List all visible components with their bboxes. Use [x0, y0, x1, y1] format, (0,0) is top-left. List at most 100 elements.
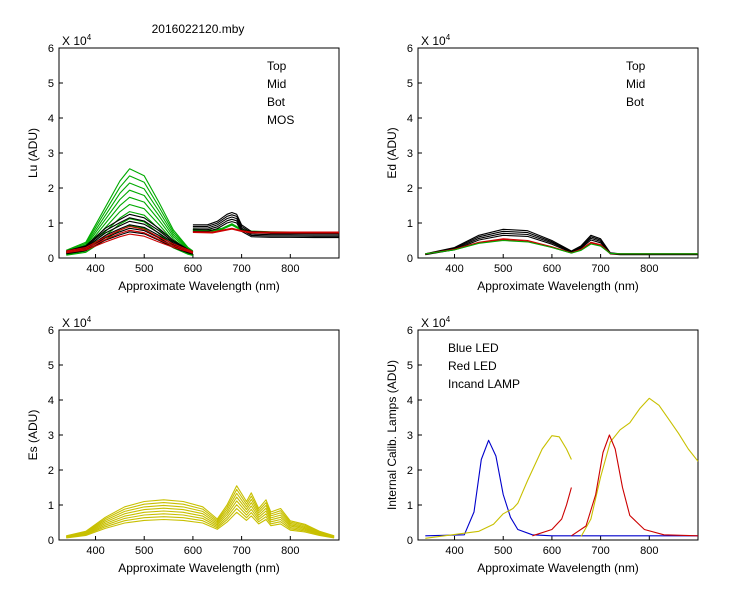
y-tick-label: 4	[48, 113, 54, 125]
series-line-top	[66, 217, 194, 253]
x-axis-label: Approximate Wavelength (nm)	[118, 561, 280, 575]
series-line-bot	[425, 239, 698, 255]
multiplier-exponent: 4	[446, 315, 451, 324]
x-tick-label: 500	[494, 263, 512, 275]
x-tick-label: 700	[591, 545, 609, 557]
series-line-bot	[66, 189, 194, 254]
y-tick-label: 6	[48, 325, 54, 337]
legend-entry: Bot	[267, 95, 286, 109]
series-line-es	[66, 500, 335, 538]
series-line-bot	[66, 175, 194, 253]
x-tick-label: 500	[494, 545, 512, 557]
y-tick-label: 4	[48, 395, 54, 407]
y-tick-label: 1	[407, 500, 413, 512]
y-tick-label: 2	[48, 465, 54, 477]
y-multiplier: X 104	[62, 33, 92, 48]
legend-entry: Mid	[626, 77, 645, 91]
legend-entry: Incand LAMP	[448, 377, 520, 391]
y-tick-label: 1	[48, 500, 54, 512]
multiplier-exponent: 4	[87, 315, 92, 324]
series-line-mid	[66, 233, 194, 254]
x-tick-label: 400	[86, 263, 104, 275]
x-tick-label: 800	[281, 545, 299, 557]
series-line-es	[66, 507, 335, 539]
plot-frame	[417, 47, 699, 259]
y-tick-label: 1	[407, 218, 413, 230]
multiplier-base: X 10	[421, 316, 446, 330]
x-tick-label: 500	[135, 545, 153, 557]
series-line-mid	[66, 229, 194, 254]
multiplier-base: X 10	[421, 34, 446, 48]
series-line-top	[66, 213, 194, 253]
y-tick-label: 3	[407, 430, 413, 442]
x-tick-label: 600	[543, 263, 561, 275]
y-tick-label: 3	[407, 148, 413, 160]
legend-entry: Blue LED	[448, 341, 499, 355]
series-line-mid	[192, 228, 339, 234]
legend-entry: Mid	[267, 77, 286, 91]
y-tick-label: 3	[48, 430, 54, 442]
series-line-top	[192, 218, 339, 237]
multiplier-base: X 10	[62, 316, 87, 330]
x-tick-label: 600	[184, 263, 202, 275]
y-tick-label: 6	[48, 43, 54, 55]
y-tick-label: 5	[48, 78, 54, 90]
y-tick-label: 0	[407, 253, 413, 265]
series-line-top	[425, 234, 698, 256]
multiplier-exponent: 4	[446, 33, 451, 42]
multiplier-base: X 10	[62, 34, 87, 48]
figure-title: 2016022120.mby	[152, 22, 245, 36]
series-line-top	[192, 216, 339, 236]
x-axis-label: Approximate Wavelength (nm)	[477, 279, 639, 293]
y-axis-label: Es (ADU)	[26, 410, 40, 461]
y-multiplier: X 104	[421, 315, 451, 330]
x-tick-label: 800	[640, 263, 658, 275]
y-tick-label: 6	[407, 325, 413, 337]
series-line-es	[66, 485, 335, 537]
x-tick-label: 700	[591, 263, 609, 275]
y-tick-label: 6	[407, 43, 413, 55]
y-axis-label: Lu (ADU)	[26, 128, 40, 178]
y-tick-label: 0	[48, 535, 54, 547]
legend-entry: Top	[267, 59, 287, 73]
y-tick-label: 2	[407, 183, 413, 195]
x-tick-label: 400	[445, 545, 463, 557]
series-line-top	[192, 221, 339, 239]
series-line-incand-lamp	[580, 397, 699, 537]
series-line-es	[66, 492, 335, 537]
x-tick-label: 600	[184, 545, 202, 557]
y-tick-label: 2	[407, 465, 413, 477]
y-axis-label: Internal Calib. Lamps (ADU)	[385, 360, 399, 510]
series-line-blue-led	[425, 439, 698, 537]
series-line-red-led	[571, 434, 699, 537]
x-axis-label: Approximate Wavelength (nm)	[118, 279, 280, 293]
x-tick-label: 800	[281, 263, 299, 275]
series-line-es	[66, 504, 335, 538]
y-tick-label: 3	[48, 148, 54, 160]
x-tick-label: 500	[135, 263, 153, 275]
series-line-bot	[66, 168, 194, 252]
legend-entry: Red LED	[448, 359, 497, 373]
x-tick-label: 800	[640, 545, 658, 557]
series-line-top	[425, 232, 698, 255]
y-tick-label: 0	[48, 253, 54, 265]
y-tick-label: 5	[407, 360, 413, 372]
x-tick-label: 400	[445, 263, 463, 275]
series-line-red-led	[532, 487, 572, 537]
legend-entry: Bot	[626, 95, 645, 109]
legend-entry: MOS	[267, 113, 294, 127]
series-line-incand-lamp	[425, 435, 572, 539]
y-tick-label: 4	[407, 113, 413, 125]
y-tick-label: 2	[48, 183, 54, 195]
series-line-es	[66, 488, 335, 537]
y-tick-label: 0	[407, 535, 413, 547]
x-tick-label: 400	[86, 545, 104, 557]
y-axis-label: Ed (ADU)	[385, 127, 399, 178]
series-line-mid	[66, 225, 194, 253]
x-axis-label: Approximate Wavelength (nm)	[477, 561, 639, 575]
